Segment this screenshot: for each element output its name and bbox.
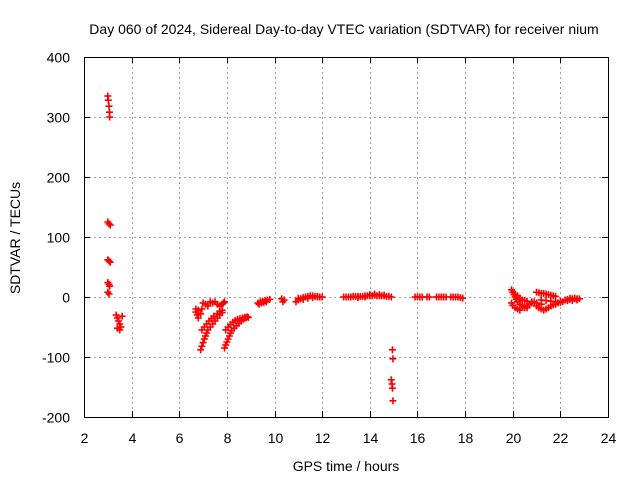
y-tick-label: 100 (47, 230, 71, 246)
data-point (105, 102, 113, 110)
y-tick-label: -200 (42, 410, 70, 426)
data-point (528, 298, 536, 306)
data-point (106, 282, 114, 290)
data-point (266, 295, 274, 303)
y-tick-label: 400 (47, 50, 71, 66)
data-point (243, 313, 251, 321)
data-series-sdtvar (104, 92, 583, 405)
data-point (198, 342, 206, 350)
x-tick-label: 2 (81, 430, 89, 446)
data-point (219, 299, 227, 307)
data-point (571, 294, 579, 302)
x-tick-label: 20 (506, 430, 522, 446)
data-point (204, 302, 212, 310)
y-axis-label: SDTVAR / TECUs (7, 182, 23, 294)
data-point (198, 305, 206, 313)
y-tick-labels: -200 -100 0 100 200 300 400 (42, 50, 70, 426)
data-point (387, 293, 395, 301)
y-tick-label: 200 (47, 170, 71, 186)
data-point (106, 258, 114, 266)
data-point (294, 294, 302, 302)
data-point (221, 298, 229, 306)
data-point (425, 293, 433, 301)
data-point (118, 312, 126, 320)
x-tick-label: 8 (224, 430, 232, 446)
data-point (516, 306, 524, 314)
y-tick-label: 300 (47, 110, 71, 126)
data-point (388, 384, 396, 392)
x-tick-label: 4 (129, 430, 137, 446)
data-point (459, 294, 467, 302)
data-point (313, 293, 321, 301)
x-axis-label: GPS time / hours (293, 458, 400, 474)
data-point (389, 397, 397, 405)
x-tick-label: 24 (601, 430, 617, 446)
data-point (388, 346, 396, 354)
data-point (299, 295, 307, 303)
data-point (105, 257, 113, 265)
x-tick-label: 22 (553, 430, 569, 446)
data-point (116, 326, 124, 334)
x-tick-label: 16 (410, 430, 426, 446)
x-tick-label: 14 (363, 430, 379, 446)
x-tick-label: 12 (315, 430, 331, 446)
data-point (262, 298, 270, 306)
data-point (194, 314, 202, 322)
data-point (380, 291, 388, 299)
y-tick-label: 0 (62, 290, 70, 306)
axis-ticks (84, 57, 609, 418)
x-tick-label: 18 (458, 430, 474, 446)
data-point (106, 221, 114, 229)
data-point (354, 294, 362, 302)
data-point (218, 306, 226, 314)
grid-lines (84, 57, 608, 417)
data-point (106, 113, 114, 121)
data-point (197, 310, 205, 318)
data-point (199, 339, 207, 347)
y-tick-label: -100 (42, 350, 70, 366)
data-point (556, 297, 564, 305)
x-tick-label: 6 (176, 430, 184, 446)
chart-title: Day 060 of 2024, Sidereal Day-to-day VTE… (89, 21, 598, 37)
data-point (210, 312, 218, 320)
data-point (105, 290, 113, 298)
data-point (361, 293, 369, 301)
data-point (194, 306, 202, 314)
data-point (105, 220, 113, 228)
data-point (104, 96, 112, 104)
data-point (197, 346, 205, 354)
x-tick-label: 10 (268, 430, 284, 446)
data-point (280, 296, 288, 304)
x-tick-labels: 2 4 6 8 10 12 14 16 18 20 22 24 (81, 430, 617, 446)
data-point (389, 355, 397, 363)
